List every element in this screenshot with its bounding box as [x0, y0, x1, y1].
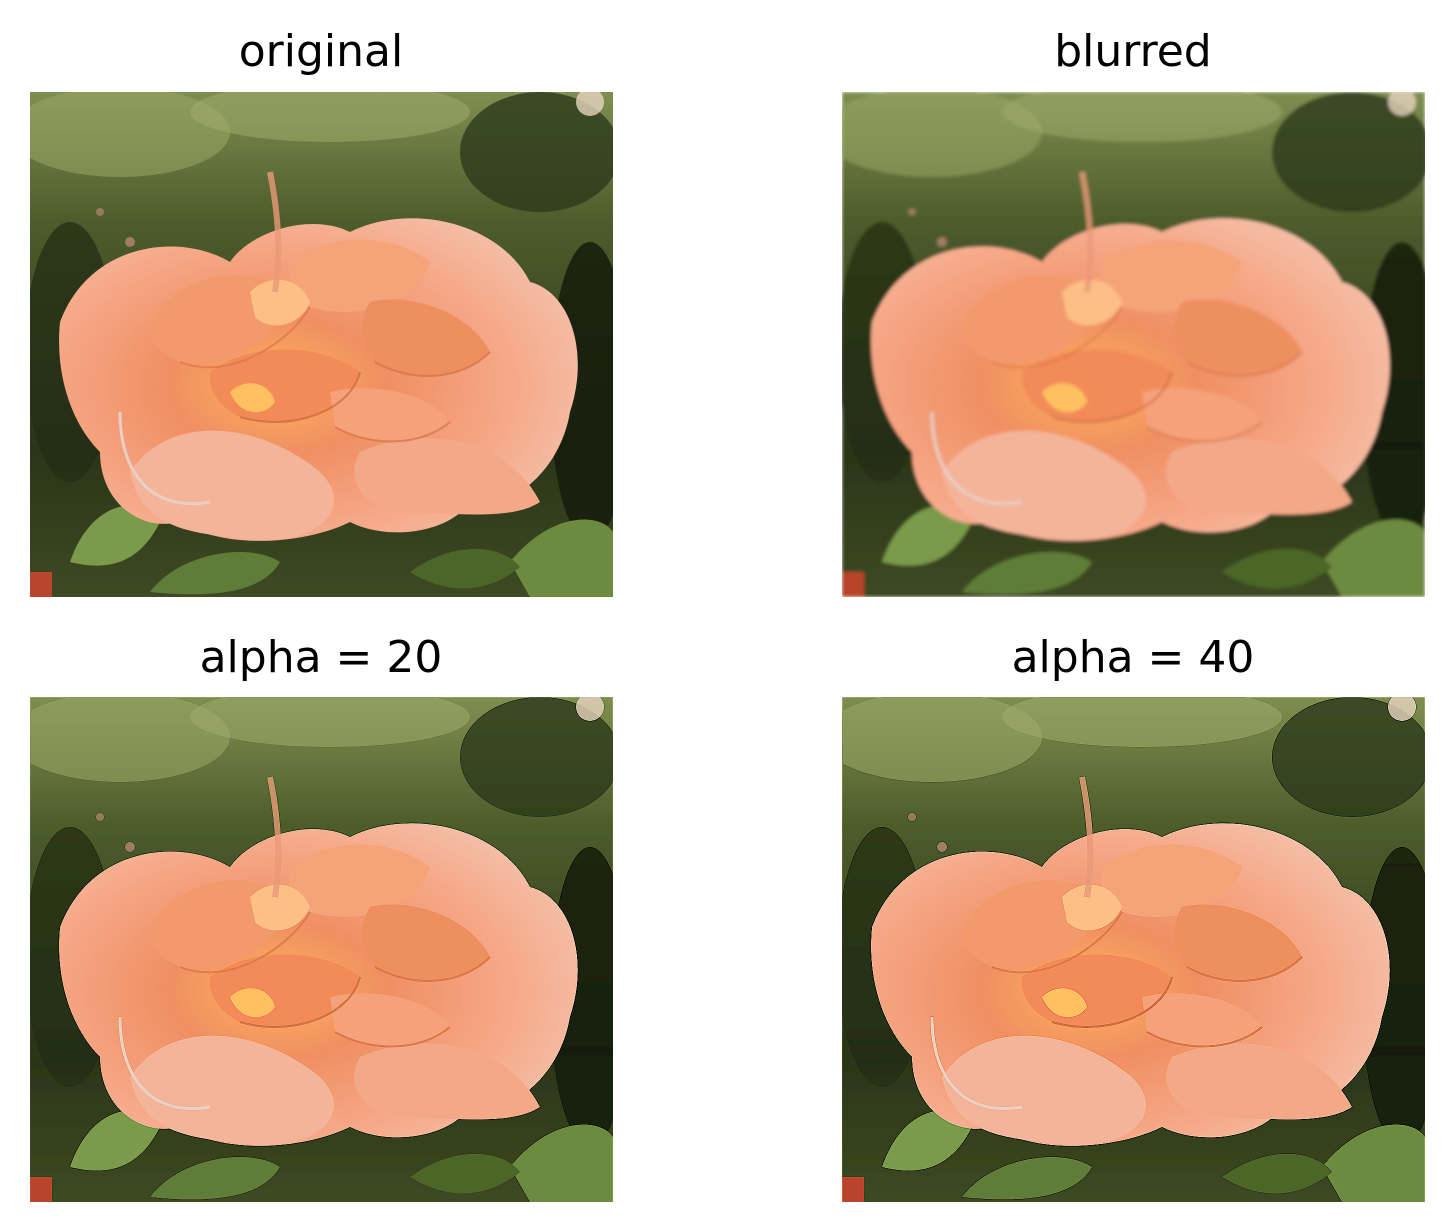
- rose-image-blurred: [842, 92, 1425, 597]
- panel-title-original: original: [238, 26, 404, 77]
- rose-image-original: [30, 92, 613, 597]
- panel-title-blurred: blurred: [1054, 26, 1212, 77]
- rose-image-alpha-40: [842, 697, 1425, 1202]
- panel-title-alpha-20: alpha = 20: [199, 632, 443, 683]
- panel-title-alpha-40: alpha = 40: [1011, 632, 1255, 683]
- rose-image-alpha-20: [30, 697, 613, 1202]
